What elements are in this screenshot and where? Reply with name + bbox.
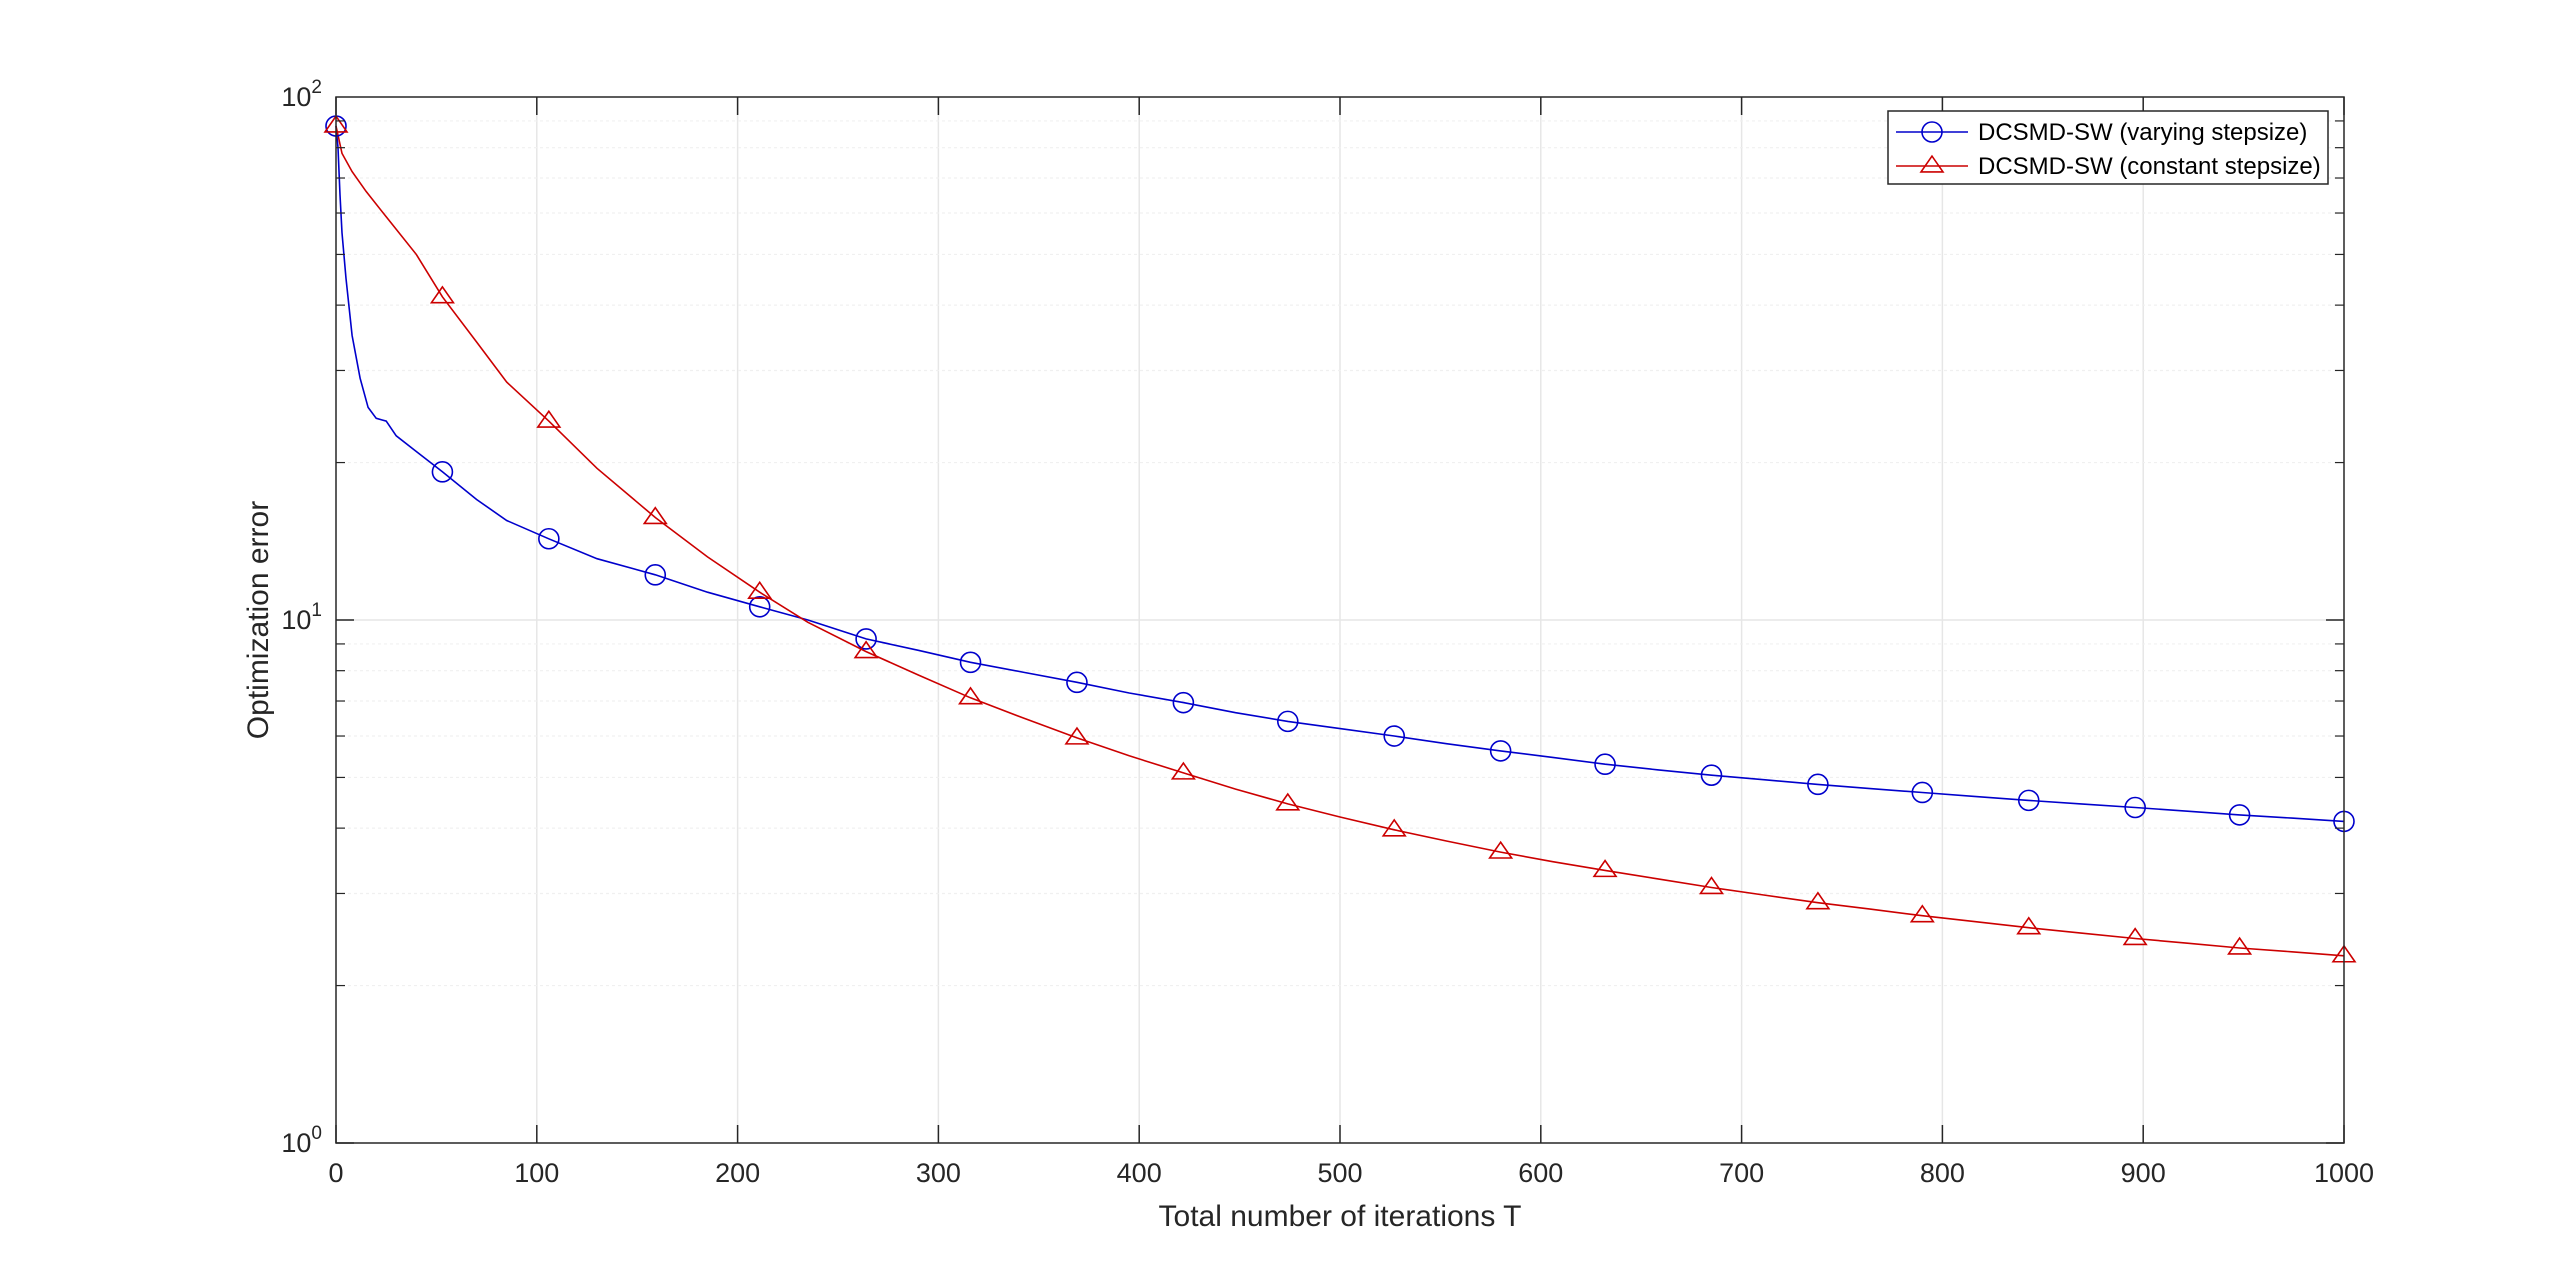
series-line-2 [335, 125, 2345, 957]
series-1-marker [1700, 764, 1723, 786]
x-tick-label: 500 [1317, 1158, 1362, 1188]
series-1-marker [1489, 740, 1512, 762]
series-2-marker [2122, 927, 2148, 946]
axes [335, 96, 2345, 1144]
series-2-marker [1064, 726, 1090, 745]
legend-marker-2 [1919, 154, 1945, 173]
series-1-marker [1066, 671, 1088, 694]
x-tick-label: 300 [916, 1158, 961, 1188]
grid [336, 97, 2344, 1143]
x-tick-label: 400 [1117, 1158, 1162, 1188]
legend-marker-1 [1921, 121, 1943, 143]
x-tick-label: 100 [514, 1158, 559, 1188]
y-tick-label: 102 [281, 77, 322, 112]
series-1-marker [1172, 691, 1195, 714]
series-1-marker [644, 564, 667, 586]
series-1-marker [538, 527, 560, 550]
series-lines [335, 125, 2345, 957]
series-line-1 [335, 125, 2345, 823]
series-1-marker [1383, 725, 1406, 747]
legend-label-1: DCSMD-SW (varying stepsize) [1978, 119, 2307, 146]
series-2-marker [2227, 936, 2253, 955]
series-1-marker [1807, 773, 1829, 796]
x-tick-label: 1000 [2314, 1158, 2374, 1188]
legend-label-2: DCSMD-SW (constant stepsize) [1978, 153, 2321, 180]
y-axis-label: Optimization error [242, 501, 275, 739]
series-2-marker [1592, 859, 1618, 878]
series-1-marker [855, 628, 877, 650]
axes-box [335, 96, 2345, 1144]
x-tick-label: 700 [1719, 1158, 1764, 1188]
series-1-marker [1594, 753, 1616, 776]
series-2-marker [2016, 916, 2042, 935]
y-tick-labels: 100 101 102 [281, 77, 322, 1158]
x-tick-label: 600 [1518, 1158, 1563, 1188]
x-tick-label: 0 [328, 1158, 343, 1188]
series-2-marker [747, 580, 773, 599]
y-tick-label: 101 [281, 600, 322, 635]
series-1-marker [748, 595, 771, 618]
legend: DCSMD-SW (varying stepsize) DCSMD-SW (con… [1887, 110, 2329, 185]
series-2-marker [1909, 904, 1935, 923]
y-tick-label: 100 [281, 1123, 322, 1158]
x-tick-labels: 0 100 200 300 400 500 600 700 800 900 1000 [328, 1158, 2374, 1188]
series-1-marker [1911, 781, 1934, 804]
series-2-marker [1275, 792, 1301, 811]
series-2-marker [536, 409, 562, 428]
series-2-marker [1381, 818, 1407, 837]
series-1-marker [2228, 804, 2251, 826]
series-2-marker [1805, 891, 1831, 910]
series-2-marker [429, 285, 455, 304]
series-1-marker [431, 461, 454, 483]
series-2-marker [642, 506, 668, 525]
x-tick-label: 200 [715, 1158, 760, 1188]
series-2-marker [853, 640, 879, 659]
series-1-marker [1276, 710, 1299, 733]
x-axis-label: Total number of iterations T [1159, 1200, 1522, 1233]
series-2-marker [1698, 876, 1725, 895]
series-2-marker [1488, 840, 1514, 859]
x-tick-label: 800 [1920, 1158, 1965, 1188]
legend-box [1887, 110, 2329, 185]
series-2-marker [957, 686, 984, 705]
series-1-marker [959, 651, 982, 674]
series-2-marker [1170, 761, 1196, 780]
x-tick-label: 900 [2121, 1158, 2166, 1188]
series-1-marker [2124, 796, 2146, 819]
series-1-marker [2017, 789, 2040, 812]
